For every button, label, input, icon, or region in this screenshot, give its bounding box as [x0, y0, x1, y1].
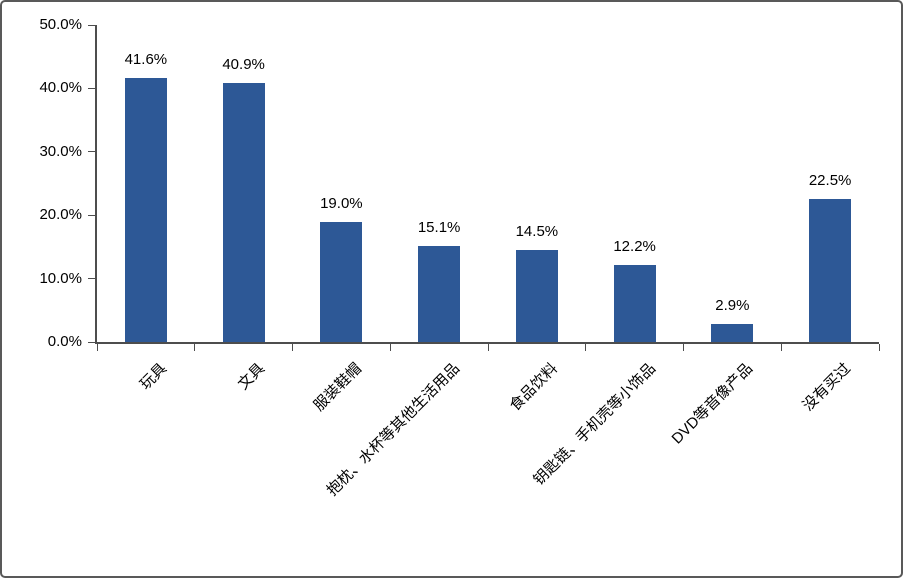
- y-axis-line: [95, 25, 97, 344]
- y-axis-tick-mark: [88, 214, 97, 216]
- x-axis-category-label: 玩具: [136, 360, 170, 394]
- y-axis-tick-mark: [88, 341, 97, 343]
- x-axis-tick-mark: [194, 344, 196, 351]
- bar: [320, 221, 363, 342]
- bar: [124, 78, 167, 342]
- bar-value-label: 19.0%: [320, 194, 363, 212]
- y-axis-tick-label: 20.0%: [39, 206, 82, 224]
- x-axis-tick-mark: [780, 344, 782, 351]
- bar: [222, 82, 265, 342]
- y-axis-tick-mark: [88, 278, 97, 280]
- bar-value-label: 41.6%: [124, 51, 168, 69]
- x-axis-category-label: DVD等音像产品: [668, 360, 757, 448]
- bar-value-label: 40.9%: [222, 55, 265, 73]
- bar-value-label: 22.5%: [808, 172, 852, 190]
- bar: [711, 323, 754, 342]
- y-axis-tick-mark: [88, 24, 97, 26]
- y-axis-tick-mark: [88, 151, 97, 153]
- bar: [515, 250, 558, 342]
- bar-value-label: 12.2%: [613, 237, 656, 255]
- bar: [613, 264, 656, 342]
- bar-value-label: 2.9%: [715, 296, 750, 314]
- x-axis-tick-mark: [487, 344, 489, 351]
- x-axis-category-label: 文具: [234, 360, 268, 394]
- bar: [809, 199, 852, 342]
- y-axis-tick-label: 0.0%: [47, 333, 82, 350]
- x-axis-tick-mark: [292, 344, 293, 351]
- x-axis-category-label: 食品饮料: [506, 360, 561, 415]
- x-axis-category-label: 服装鞋帽: [310, 360, 366, 415]
- x-axis-category-label: 没有买过: [799, 360, 855, 415]
- y-axis-tick-label: 30.0%: [39, 142, 82, 160]
- bar: [418, 246, 461, 342]
- bar-value-label: 14.5%: [515, 223, 559, 241]
- x-axis-tick-mark: [389, 344, 391, 351]
- y-axis-tick-label: 10.0%: [39, 269, 82, 287]
- y-axis-tick-label: 50.0%: [39, 16, 82, 33]
- x-axis-tick-mark: [96, 344, 98, 351]
- y-axis-tick-mark: [88, 87, 97, 89]
- x-axis-line: [95, 342, 879, 344]
- x-axis-tick-mark: [683, 344, 684, 351]
- x-axis-tick-mark: [878, 344, 880, 351]
- bar-value-label: 15.1%: [417, 219, 461, 237]
- x-axis-tick-mark: [585, 344, 587, 351]
- y-axis-tick-label: 40.0%: [39, 79, 82, 97]
